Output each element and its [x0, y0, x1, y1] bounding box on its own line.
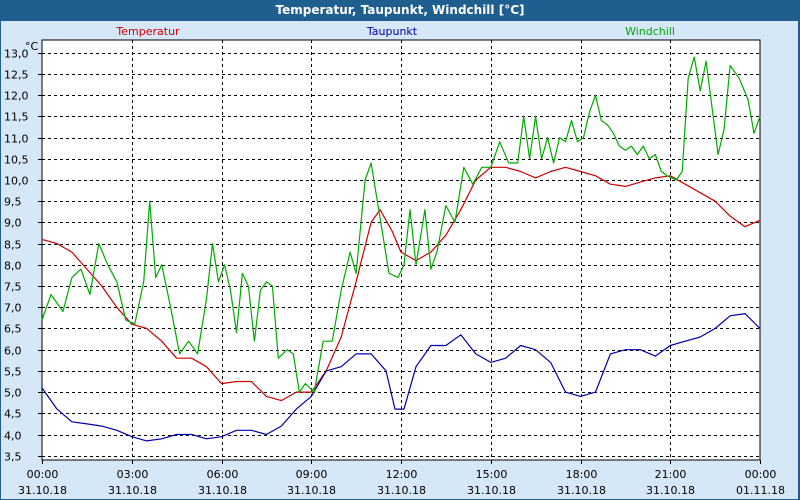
x-tick-time-label: 00:00	[27, 468, 59, 481]
x-tick-time-label: 15:00	[476, 468, 508, 481]
x-tick-date-label: 31.10.18	[108, 484, 157, 497]
x-tick-date-label: 31.10.18	[646, 484, 695, 497]
x-tick-date-label: 31.10.18	[18, 484, 67, 497]
y-tick-label: 6,0	[4, 345, 22, 358]
x-tick-date-label: 31.10.18	[287, 484, 336, 497]
x-tick-time-label: 03:00	[117, 468, 149, 481]
x-tick-date-label: 01.11.18	[736, 484, 785, 497]
y-tick-label: 8,0	[4, 260, 22, 273]
series-line-taupunkt	[41, 313, 761, 442]
legend-entry-taupunkt: Taupunkt	[366, 25, 418, 38]
legend-entry-temperatur: Temperatur	[115, 25, 180, 38]
x-tick-date-label: 31.10.18	[377, 484, 426, 497]
y-tick-label: 4,5	[4, 408, 22, 421]
y-tick-label: 9,0	[4, 217, 22, 230]
y-tick-label: 11,5	[4, 111, 29, 124]
y-tick-label: 5,5	[4, 366, 22, 379]
x-tick-time-label: 00:00	[745, 468, 777, 481]
y-tick-label: 5,0	[4, 387, 22, 400]
x-tick-time-label: 06:00	[207, 468, 239, 481]
x-tick-time-label: 18:00	[566, 468, 598, 481]
y-tick-label: 4,0	[4, 430, 22, 443]
y-tick-label: 10,0	[4, 175, 29, 188]
x-tick-time-label: 09:00	[296, 468, 328, 481]
y-tick-label: 12,5	[4, 69, 29, 82]
legend-entry-windchill: Windchill	[625, 25, 675, 38]
y-tick-label: 10,5	[4, 154, 29, 167]
x-tick-date-label: 31.10.18	[467, 484, 516, 497]
y-tick-label: 8,5	[4, 239, 22, 252]
x-tick-time-label: 12:00	[386, 468, 418, 481]
x-tick-date-label: 31.10.18	[198, 484, 247, 497]
series-line-windchill	[41, 56, 761, 393]
y-tick-label: 7,0	[4, 302, 22, 315]
y-tick-label: 6,5	[4, 323, 22, 336]
y-tick-label: 9,5	[4, 196, 22, 209]
x-tick-date-label: 31.10.18	[557, 484, 606, 497]
y-tick-label: 12,0	[4, 90, 29, 103]
x-tick-time-label: 21:00	[655, 468, 687, 481]
y-tick-label: 11,0	[4, 133, 29, 146]
y-tick-label: 3,5	[4, 451, 22, 464]
y-tick-label: 13,0	[4, 48, 29, 61]
y-tick-label: 7,5	[4, 281, 22, 294]
series-line-temperatur	[41, 166, 761, 402]
y-axis-label: °C	[25, 40, 39, 53]
window-title: Temperatur, Taupunkt, Windchill [°C]	[0, 0, 800, 21]
